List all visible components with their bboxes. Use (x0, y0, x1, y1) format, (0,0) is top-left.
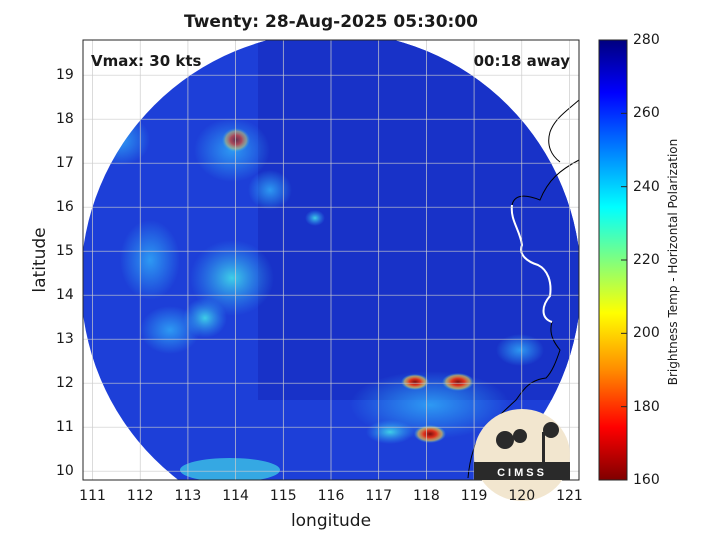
y-tick-label: 15 (56, 243, 74, 260)
y-tick-label: 11 (56, 419, 74, 436)
y-tick-label: 16 (56, 199, 74, 216)
y-tick-label: 12 (56, 375, 74, 392)
x-tick-label: 113 (174, 488, 202, 504)
logo-text: CIMSS (497, 467, 547, 479)
colorbar-tick-label: 280 (633, 32, 660, 48)
x-tick-label: 121 (556, 488, 583, 504)
x-tick-label: 116 (317, 488, 345, 504)
x-tick-label: 117 (365, 488, 393, 504)
x-tick-label: 119 (460, 488, 488, 504)
x-tick-label: 120 (508, 488, 536, 504)
colorbar-tick-label: 260 (633, 105, 660, 122)
y-axis-label: latitude (30, 227, 50, 293)
x-tick-label: 118 (413, 488, 440, 504)
colorbar-tick-label: 180 (633, 398, 660, 415)
grid-lines (83, 40, 579, 480)
y-tick-label: 13 (56, 331, 74, 348)
y-tick-label: 17 (56, 155, 74, 172)
colorbar-tick-label: 240 (633, 178, 660, 195)
colorbar-tick-label: 220 (633, 252, 660, 268)
y-tick-label: 10 (56, 463, 74, 480)
colorbar-label: Brightness Temp - Horizontal Polarizatio… (666, 138, 680, 386)
axes-frame (82, 39, 580, 481)
y-tick-label: 19 (56, 67, 74, 84)
y-tick-label: 18 (56, 111, 74, 128)
x-tick-label: 111 (79, 488, 106, 504)
x-tick-label: 114 (222, 488, 249, 504)
colorbar-tick-label: 200 (633, 325, 660, 342)
x-axis-label: longitude (290, 511, 372, 531)
y-tick-label: 14 (56, 287, 74, 304)
vmax-label: Vmax: 30 kts (91, 52, 202, 70)
cimss-logo: CIMSS (474, 409, 570, 501)
chart-title: Twenty: 28-Aug-2025 05:30:00 (184, 12, 478, 32)
colorbar-tick-label: 160 (633, 472, 660, 488)
time-away-label: 00:18 away (473, 52, 570, 70)
x-tick-label: 115 (269, 488, 297, 504)
x-tick-label: 112 (126, 488, 154, 504)
